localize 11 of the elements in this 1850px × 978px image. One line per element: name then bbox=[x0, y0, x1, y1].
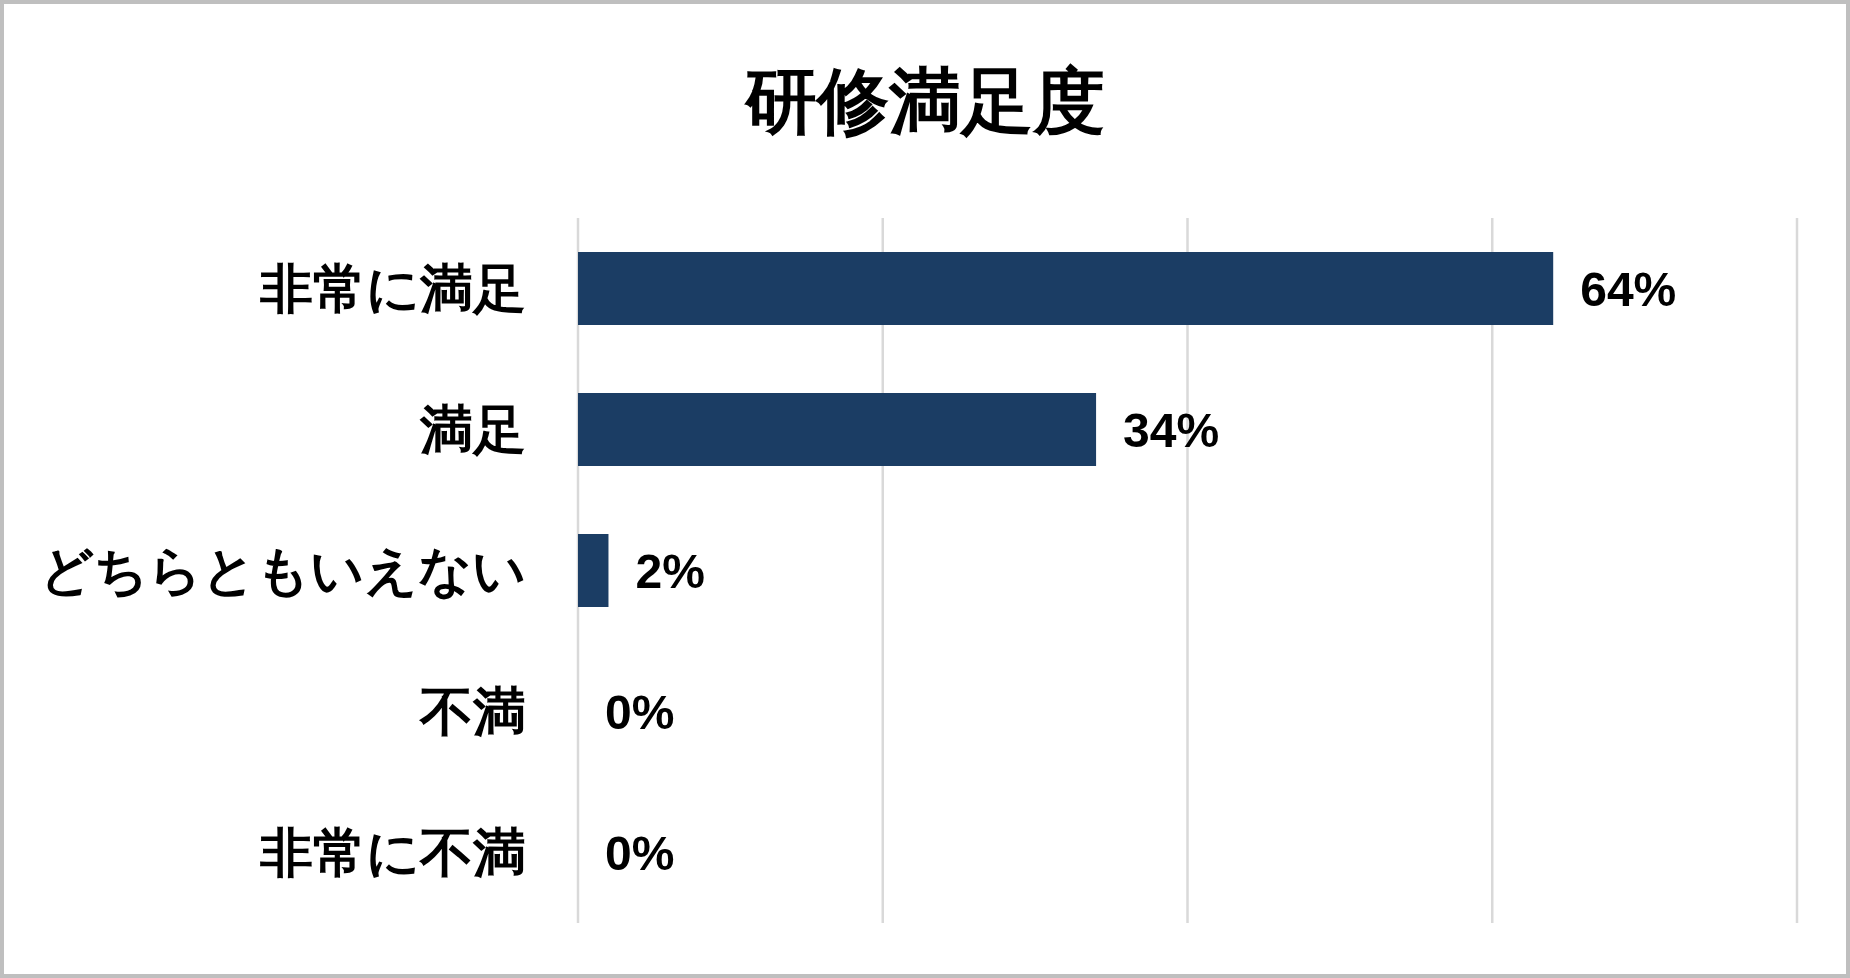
data-label: 64% bbox=[1580, 262, 1677, 316]
chart-title: 研修満足度 bbox=[743, 58, 1106, 144]
y-tick-label: 非常に満足 bbox=[259, 258, 526, 320]
y-tick-label: 非常に不満 bbox=[259, 822, 526, 884]
data-label: 34% bbox=[1123, 403, 1220, 457]
data-label: 2% bbox=[635, 544, 705, 598]
y-tick-label: どちらともいえない bbox=[40, 540, 526, 602]
y-tick-label: 不満 bbox=[418, 681, 526, 743]
data-label: 0% bbox=[605, 826, 675, 880]
data-label: 0% bbox=[605, 685, 675, 739]
y-tick-label: 満足 bbox=[419, 399, 526, 461]
